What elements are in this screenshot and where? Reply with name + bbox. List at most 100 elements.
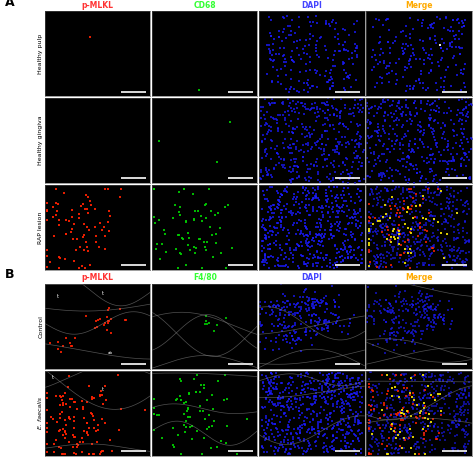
Point: [294, 189, 301, 196]
Point: [323, 79, 331, 86]
Point: [326, 213, 334, 221]
Point: [43, 440, 51, 447]
Point: [328, 391, 336, 398]
Point: [319, 107, 327, 114]
Point: [319, 263, 326, 270]
Point: [224, 201, 232, 208]
Point: [311, 66, 319, 73]
Point: [440, 409, 448, 417]
Point: [401, 232, 409, 239]
Point: [333, 370, 340, 377]
Point: [414, 439, 422, 446]
Point: [280, 155, 287, 163]
Point: [365, 402, 372, 409]
Point: [155, 411, 163, 418]
Point: [407, 321, 414, 328]
Point: [391, 337, 398, 344]
Point: [300, 258, 308, 265]
Point: [92, 232, 100, 240]
Point: [270, 56, 278, 64]
Point: [405, 235, 412, 243]
Point: [427, 169, 434, 176]
Point: [336, 369, 344, 376]
Point: [333, 249, 340, 256]
Point: [302, 240, 310, 247]
Point: [400, 206, 408, 213]
Point: [304, 445, 312, 452]
Point: [419, 224, 426, 231]
Point: [421, 301, 428, 309]
Point: [374, 440, 381, 447]
Point: [377, 250, 385, 257]
Point: [454, 15, 461, 22]
Point: [293, 384, 301, 392]
Point: [363, 100, 371, 107]
Point: [62, 428, 69, 436]
Point: [398, 230, 406, 238]
Point: [277, 217, 285, 224]
Point: [343, 383, 350, 391]
Point: [290, 322, 297, 330]
Point: [274, 127, 282, 135]
Point: [180, 399, 188, 406]
Point: [377, 204, 385, 211]
Point: [279, 442, 286, 449]
Point: [384, 145, 392, 152]
Point: [293, 137, 301, 145]
Point: [304, 166, 312, 173]
Point: [408, 148, 415, 156]
Point: [398, 409, 405, 417]
Point: [357, 187, 365, 195]
Point: [407, 444, 415, 451]
Point: [331, 302, 339, 309]
Point: [418, 420, 425, 427]
Point: [409, 327, 417, 334]
Point: [418, 331, 425, 338]
Point: [407, 387, 414, 394]
Point: [324, 135, 332, 142]
Point: [192, 389, 200, 396]
Point: [459, 107, 467, 114]
Point: [366, 418, 374, 425]
Point: [294, 164, 301, 171]
Point: [408, 52, 415, 60]
Point: [405, 140, 412, 147]
Point: [280, 101, 287, 108]
Point: [428, 372, 436, 379]
Point: [98, 447, 105, 454]
Point: [377, 222, 384, 229]
Point: [312, 390, 320, 397]
Point: [270, 35, 277, 43]
Point: [403, 413, 411, 420]
Point: [343, 166, 351, 173]
Point: [297, 423, 304, 430]
Point: [305, 426, 312, 433]
Point: [310, 161, 318, 168]
Point: [399, 334, 407, 342]
Point: [350, 112, 358, 120]
Point: [382, 64, 390, 71]
Point: [427, 243, 435, 251]
Point: [442, 168, 450, 175]
Point: [413, 264, 421, 271]
Point: [433, 192, 441, 199]
Point: [274, 196, 282, 203]
Point: [306, 123, 314, 130]
Point: [407, 246, 415, 253]
Point: [450, 420, 457, 427]
Point: [461, 16, 468, 24]
Point: [381, 446, 389, 453]
Point: [267, 48, 274, 55]
Point: [312, 193, 319, 201]
Point: [401, 220, 409, 227]
Point: [266, 30, 274, 37]
Point: [441, 99, 449, 106]
Point: [459, 247, 466, 254]
Point: [405, 142, 413, 149]
Text: t: t: [102, 291, 104, 296]
Point: [328, 102, 336, 109]
Point: [387, 411, 395, 419]
Point: [392, 314, 400, 322]
Point: [413, 169, 421, 176]
Point: [389, 113, 396, 120]
